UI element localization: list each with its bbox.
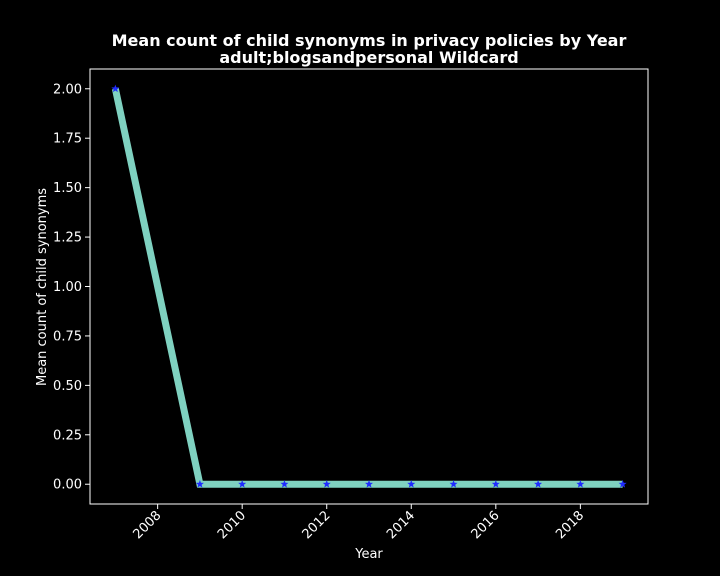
data-point-marker	[491, 480, 500, 488]
chart-title: Mean count of child synonyms in privacy …	[112, 31, 627, 50]
data-point-marker	[322, 480, 331, 488]
y-tick-label: 1.00	[53, 280, 82, 295]
y-tick-label: 0.25	[53, 428, 82, 443]
y-tick-label: 1.50	[53, 181, 82, 196]
series-layer	[111, 84, 627, 488]
y-tick-label: 1.75	[53, 132, 82, 147]
data-point-marker	[618, 480, 627, 488]
data-point-marker	[238, 480, 247, 488]
y-tick-label: 2.00	[53, 82, 82, 97]
y-tick-label: 0.50	[53, 379, 82, 394]
y-tick-label: 0.75	[53, 329, 82, 344]
data-point-marker	[111, 84, 120, 93]
data-point-marker	[280, 480, 289, 488]
data-point-marker	[576, 480, 585, 488]
data-point-marker	[365, 480, 373, 488]
data-point-marker	[534, 480, 543, 488]
series-line	[111, 88, 623, 488]
x-axis-label: Year	[354, 547, 383, 562]
y-tick-label: 1.25	[53, 231, 82, 246]
data-point-marker	[407, 480, 416, 488]
data-point-marker	[449, 480, 458, 488]
data-point-marker	[195, 480, 204, 488]
y-axis: 0.00 0.25 0.50 0.75 1.00 1.25 1.50 1.75 2.00	[53, 82, 90, 493]
chart-subtitle: adult;blogsandpersonal Wildcard	[219, 48, 518, 67]
y-tick-label: 0.00	[53, 478, 82, 493]
y-axis-label: Mean count of child synonyms	[35, 188, 50, 386]
